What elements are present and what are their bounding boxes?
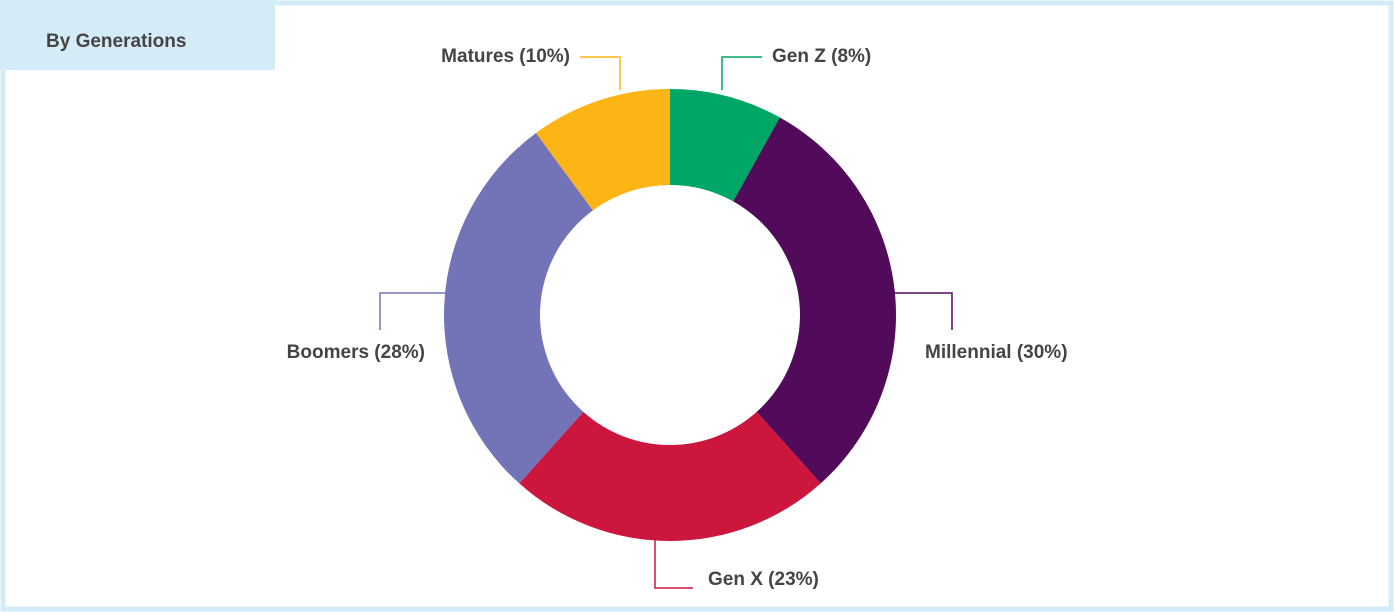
leader-line: [379, 292, 446, 330]
donut-slice: [536, 89, 670, 211]
donut-slice: [519, 411, 821, 541]
chart-title: By Generations: [46, 31, 186, 52]
donut-slice: [733, 117, 896, 484]
slice-label: Matures (10%): [441, 46, 570, 67]
leader-line: [893, 292, 953, 330]
donut-slice: [443, 133, 593, 484]
title-tab: [0, 0, 275, 70]
slice-label: Gen Z (8%): [772, 46, 871, 67]
slice-label: Boomers (28%): [287, 342, 425, 363]
slice-label: Millennial (30%): [925, 342, 1068, 363]
leader-line: [654, 540, 693, 589]
slice-label: Gen X (23%): [708, 569, 819, 590]
leader-line: [721, 56, 762, 90]
donut-slice: [670, 89, 780, 202]
leader-line: [580, 56, 621, 90]
